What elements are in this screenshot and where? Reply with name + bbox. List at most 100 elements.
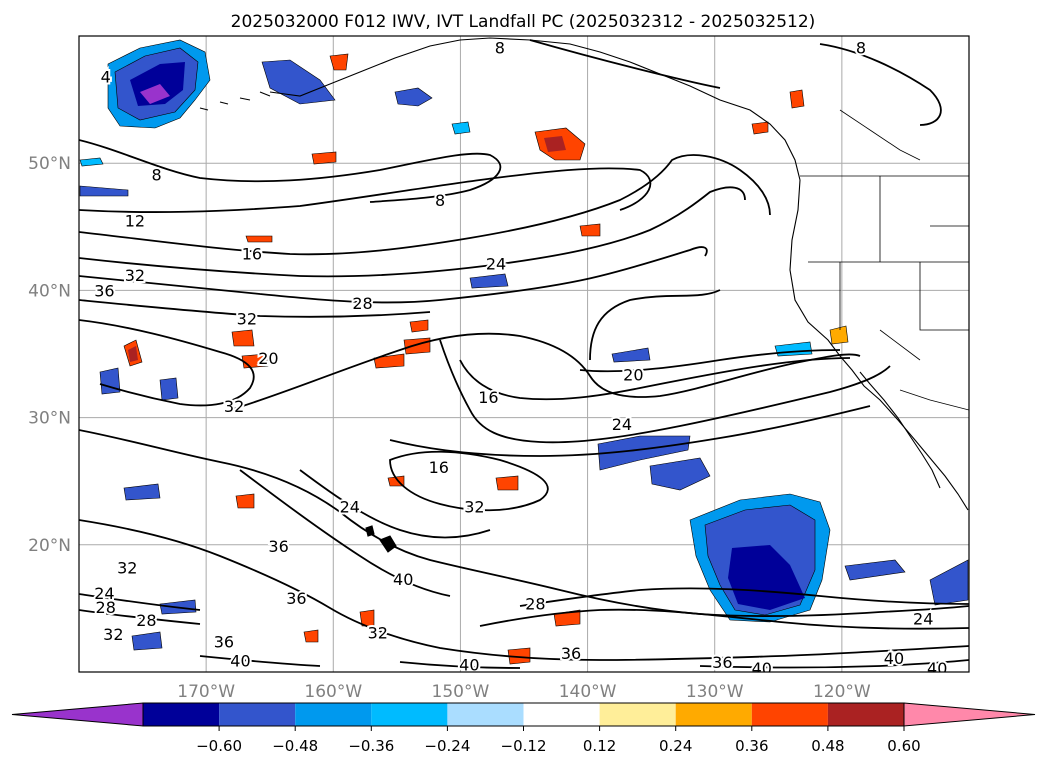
contour-label: 28: [136, 611, 156, 630]
alaska-canada-border: [839, 109, 921, 161]
latitude-label: 30°N: [28, 409, 71, 429]
us-mexico-border: [899, 389, 969, 411]
blue-anomaly-subtropics-west-2: [159, 377, 179, 401]
iwv-contour-mid-loop: [229, 332, 861, 411]
red-anomaly-north-2: [245, 235, 273, 243]
longitude-label: 170°W: [177, 682, 235, 702]
red-anomaly-central-1: [403, 337, 431, 355]
colorbar-extend-high: [903, 702, 1036, 727]
blue-anomaly-south-west-2: [131, 631, 163, 651]
alaska-coastline: [269, 37, 801, 181]
latitude-label: 50°N: [28, 154, 71, 174]
west-coast-north-america: [789, 179, 969, 511]
contour-label: 16: [242, 245, 262, 264]
colorbar-bin: [295, 703, 372, 726]
contour-label: 20: [623, 365, 643, 384]
contour-label: 24: [340, 498, 360, 517]
colorbar-label: −0.60: [196, 737, 242, 755]
blue-anomaly-west-edge: [79, 185, 129, 197]
contour-label: 32: [368, 624, 388, 643]
colorbar-label: −0.36: [348, 737, 394, 755]
blue-anomaly-east-pacific: [611, 347, 651, 363]
colorbar-label: 0.60: [887, 737, 920, 755]
borders: [800, 109, 969, 411]
contour-label: 8: [435, 191, 445, 210]
contour-label: 40: [884, 649, 904, 668]
iwv-contour-32-south: [79, 429, 969, 618]
blue-anomaly-subtropics-west: [99, 367, 121, 395]
contour-label: 24: [913, 610, 933, 629]
blue-anomaly-small-1: [451, 121, 471, 135]
iwv-contour-28-south: [79, 608, 969, 630]
latitude-label: 40°N: [28, 281, 71, 301]
iwv-contour-hawaii-loop: [389, 450, 549, 512]
red-anomaly-central-2: [373, 353, 405, 369]
blue-anomaly-trade-wind-belt-2: [649, 457, 711, 491]
colorbar-labels: −0.60 −0.48 −0.36 −0.24 −0.12 0.12 0.24 0.36 0.4…: [196, 726, 921, 755]
contour-label: 24: [612, 415, 632, 434]
colorbar-bin: [827, 703, 904, 726]
iwv-contour-28: [79, 246, 708, 304]
contour-label: 40: [752, 659, 772, 678]
contour-label: 40: [927, 659, 947, 678]
contour-label: 32: [464, 498, 484, 517]
hawaiian-islands: [365, 525, 397, 553]
colorbar-bin: [447, 703, 524, 726]
red-anomaly-bc: [751, 121, 769, 135]
contour-label: 8: [495, 38, 505, 57]
colorbar-bin: [751, 703, 828, 726]
map-frame: [78, 35, 970, 673]
contour-label: 36: [712, 653, 732, 672]
longitude-label: 130°W: [686, 682, 744, 702]
contour-label: 36: [94, 281, 114, 300]
colorbar-label: 0.36: [735, 737, 768, 755]
iwv-contour-16: [79, 154, 771, 256]
contour-label: 40: [230, 652, 250, 671]
contour-label: 36: [286, 589, 306, 608]
iwv-contour-12: [79, 167, 652, 213]
colorbar-label: −0.48: [272, 737, 318, 755]
baja-california: [859, 371, 941, 489]
red-anomaly-mid-1: [231, 329, 255, 347]
blue-anomaly-north-pacific: [394, 87, 433, 107]
iwv-contour-40: [199, 655, 969, 669]
purple-anomaly-gulf-of-alaska-west: [140, 84, 170, 104]
contour-label: 12: [125, 211, 145, 230]
ivt-pc-shading: [79, 39, 969, 665]
contour-label: 40: [459, 655, 479, 674]
iwv-contour-32: [79, 299, 431, 407]
red-anomaly-south-3: [507, 647, 531, 665]
red-anomaly-central-5: [495, 475, 519, 491]
red-anomaly-south-1: [235, 493, 255, 509]
aleutian-islands: [199, 91, 271, 111]
contour-label: 32: [103, 625, 123, 644]
colorbar-label: 0.48: [811, 737, 844, 755]
latitude-labels: 50°N 40°N 30°N 20°N: [28, 154, 71, 556]
dark-red-anomaly-gulf: [544, 136, 566, 152]
red-anomaly-central-4: [579, 223, 601, 237]
iwv-contour-24-south: [79, 587, 969, 611]
iwv-contour-24: [79, 186, 746, 278]
blue-anomaly-south-west: [123, 483, 161, 501]
contour-label: 4: [101, 68, 111, 87]
colorbar-bin: [219, 703, 296, 726]
red-anomaly-central-3: [409, 319, 429, 333]
contour-label: 28: [352, 294, 372, 313]
iwv-contour-8-north: [79, 39, 942, 203]
map-background: [79, 36, 969, 672]
coastlines: [199, 37, 969, 553]
iwv-contours: [79, 39, 969, 669]
contour-label: 28: [96, 598, 116, 617]
colorbar-bin: [143, 703, 220, 726]
colorbar-extend-low: [11, 702, 144, 727]
contour-label: 28: [525, 594, 545, 613]
contour-label: 24: [94, 584, 114, 603]
contour-label: 32: [125, 266, 145, 285]
latitude-label: 20°N: [28, 536, 71, 556]
red-anomaly-south-5: [303, 629, 319, 643]
longitude-labels: 170°W 160°W 150°W 140°W 130°W 120°W: [177, 682, 871, 702]
iwv-contour-16-mid: [459, 289, 851, 401]
contour-label: 32: [224, 397, 244, 416]
